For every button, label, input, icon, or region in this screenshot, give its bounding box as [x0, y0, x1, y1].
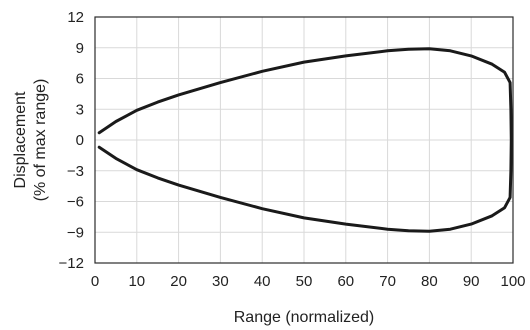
- y-tick-label: 9: [76, 40, 84, 57]
- x-tick-label: 40: [254, 273, 271, 290]
- x-tick-label: 70: [379, 273, 396, 290]
- x-tick-label: 60: [337, 273, 354, 290]
- y-tick-label: −6: [67, 194, 84, 211]
- y-axis-title-line-1: Displacement: [12, 91, 29, 188]
- y-tick-label: 3: [76, 101, 84, 118]
- y-tick-label: −12: [59, 255, 84, 272]
- x-tick-labels: 0 10 20 30 40 50 60 70 80 90 100: [91, 273, 526, 290]
- x-tick-label: 90: [463, 273, 480, 290]
- x-tick-label: 30: [212, 273, 229, 290]
- y-tick-label: −9: [67, 224, 84, 241]
- x-axis-title: Range (normalized): [234, 309, 375, 326]
- y-tick-labels: 12 9 6 3 0 −3 −6 −9 −12: [59, 9, 84, 272]
- y-tick-label: −3: [67, 163, 84, 180]
- plot-frame: [94, 16, 514, 264]
- x-tick-label: 10: [128, 273, 145, 290]
- x-tick-label: 20: [170, 273, 187, 290]
- x-tick-label: 50: [296, 273, 313, 290]
- grid-lines: [94, 16, 514, 264]
- y-axis-title-line-2: (% of max range): [32, 79, 49, 202]
- y-tick-label: 6: [76, 71, 84, 88]
- x-tick-label: 80: [421, 273, 438, 290]
- series-layer: [97, 47, 513, 233]
- x-tick-label: 100: [500, 273, 525, 290]
- y-tick-label: 0: [76, 132, 84, 149]
- x-tick-label: 0: [91, 273, 99, 290]
- y-tick-label: 12: [67, 9, 84, 26]
- series-line-0: [97, 47, 513, 233]
